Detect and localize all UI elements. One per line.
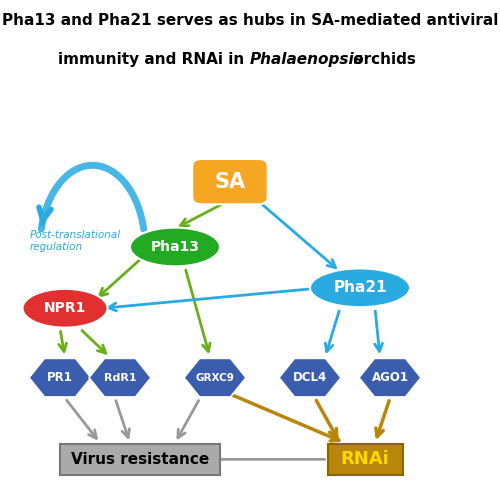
- Text: Pha13: Pha13: [150, 240, 200, 254]
- Text: NPR1: NPR1: [44, 301, 86, 315]
- Text: immunity and RNAi in: immunity and RNAi in: [58, 52, 250, 67]
- FancyBboxPatch shape: [328, 444, 402, 475]
- Text: Virus resistance: Virus resistance: [71, 452, 209, 467]
- Polygon shape: [89, 358, 151, 397]
- Text: AGO1: AGO1: [372, 371, 408, 384]
- Text: PR1: PR1: [47, 371, 73, 384]
- Polygon shape: [29, 358, 91, 397]
- Ellipse shape: [310, 269, 410, 307]
- Polygon shape: [359, 358, 421, 397]
- Ellipse shape: [130, 228, 220, 266]
- Text: RNAi: RNAi: [340, 450, 390, 468]
- Text: Post-translational
regulation: Post-translational regulation: [30, 230, 121, 252]
- Text: DCL4: DCL4: [293, 371, 327, 384]
- Ellipse shape: [22, 289, 107, 328]
- Text: orchids: orchids: [348, 52, 416, 67]
- Text: Phalaenopsis: Phalaenopsis: [250, 52, 364, 67]
- Text: Pha21: Pha21: [333, 280, 387, 295]
- Text: SA: SA: [214, 172, 246, 192]
- FancyBboxPatch shape: [60, 444, 220, 475]
- Text: Pha13 and Pha21 serves as hubs in SA-mediated antiviral: Pha13 and Pha21 serves as hubs in SA-med…: [2, 12, 498, 28]
- Text: RdR1: RdR1: [104, 372, 136, 383]
- FancyBboxPatch shape: [192, 159, 268, 204]
- Polygon shape: [279, 358, 341, 397]
- Text: GRXC9: GRXC9: [196, 372, 234, 383]
- Polygon shape: [184, 358, 246, 397]
